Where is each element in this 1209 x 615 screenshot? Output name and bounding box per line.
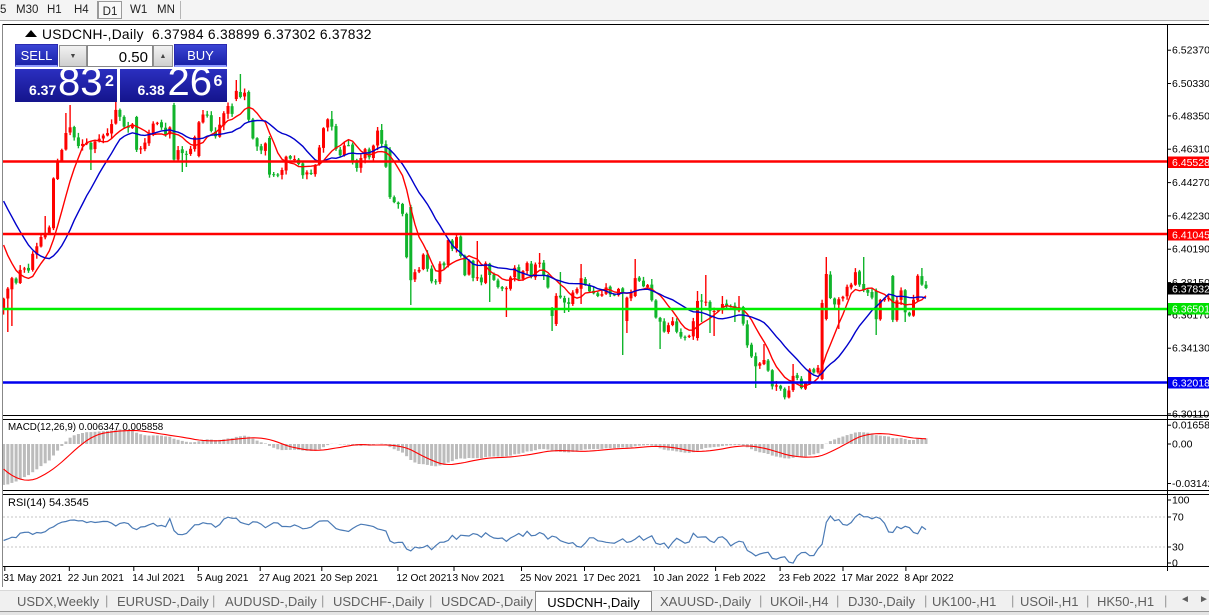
svg-text:6.44270: 6.44270	[1172, 177, 1209, 189]
svg-text:3 Nov 2021: 3 Nov 2021	[453, 573, 505, 584]
svg-text:12 Oct 2021: 12 Oct 2021	[396, 573, 452, 584]
svg-text:6.45528: 6.45528	[1172, 157, 1209, 169]
svg-text:6.41045: 6.41045	[1172, 229, 1209, 241]
svg-text:0.00: 0.00	[1172, 439, 1193, 451]
svg-text:17 Dec 2021: 17 Dec 2021	[583, 573, 641, 584]
svg-text:22 Jun 2021: 22 Jun 2021	[68, 573, 124, 584]
svg-text:8 Apr 2022: 8 Apr 2022	[904, 573, 954, 584]
svg-text:27 Aug 2021: 27 Aug 2021	[259, 573, 317, 584]
svg-text:0: 0	[1172, 558, 1178, 570]
svg-text:20 Sep 2021: 20 Sep 2021	[320, 573, 378, 584]
svg-text:17 Mar 2022: 17 Mar 2022	[842, 573, 900, 584]
svg-text:14 Jul 2021: 14 Jul 2021	[132, 573, 185, 584]
svg-text:5 Aug 2021: 5 Aug 2021	[197, 573, 249, 584]
svg-text:6.46310: 6.46310	[1172, 144, 1209, 156]
svg-text:6.36501: 6.36501	[1172, 303, 1209, 315]
svg-text:1 Feb 2022: 1 Feb 2022	[714, 573, 766, 584]
svg-text:23 Feb 2022: 23 Feb 2022	[779, 573, 837, 584]
svg-text:6.30110: 6.30110	[1172, 408, 1209, 420]
svg-text:100: 100	[1172, 495, 1190, 507]
svg-text:31 May 2021: 31 May 2021	[3, 573, 62, 584]
svg-text:6.48350: 6.48350	[1172, 110, 1209, 122]
svg-text:25 Nov 2021: 25 Nov 2021	[520, 573, 578, 584]
svg-text:70: 70	[1172, 512, 1184, 524]
svg-text:6.42230: 6.42230	[1172, 210, 1209, 222]
svg-text:6.37832: 6.37832	[1172, 283, 1209, 295]
svg-text:6.52370: 6.52370	[1172, 45, 1209, 57]
svg-text:10 Jan 2022: 10 Jan 2022	[653, 573, 709, 584]
svg-text:6.50330: 6.50330	[1172, 78, 1209, 90]
svg-text:6.34130: 6.34130	[1172, 343, 1209, 355]
svg-text:0.016586: 0.016586	[1172, 420, 1209, 432]
svg-text:6.40190: 6.40190	[1172, 244, 1209, 256]
svg-text:30: 30	[1172, 542, 1184, 554]
svg-text:-0.031421: -0.031421	[1172, 478, 1209, 490]
svg-text:6.32018: 6.32018	[1172, 377, 1209, 389]
